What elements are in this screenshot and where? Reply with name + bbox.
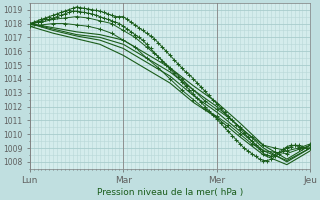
X-axis label: Pression niveau de la mer( hPa ): Pression niveau de la mer( hPa ) — [97, 188, 243, 197]
